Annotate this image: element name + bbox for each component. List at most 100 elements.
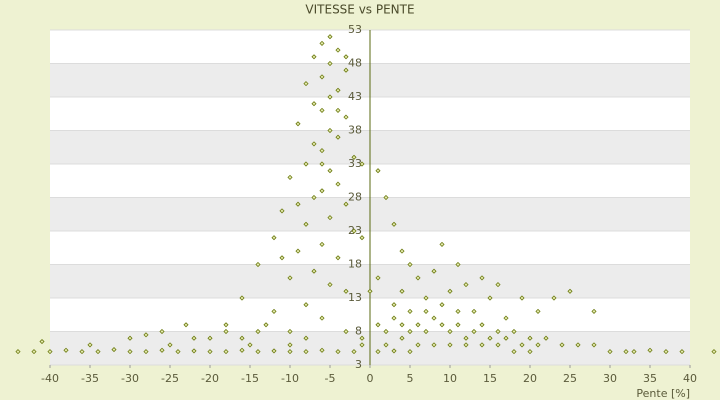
- point: [87, 342, 93, 348]
- point: [519, 295, 525, 301]
- point: [535, 308, 541, 314]
- point: [407, 328, 413, 335]
- point: [535, 342, 541, 348]
- point: [319, 347, 325, 353]
- x-tick-label: 20: [523, 372, 537, 385]
- point: [319, 241, 325, 247]
- point: [463, 342, 469, 348]
- point: [391, 315, 397, 321]
- point: [383, 194, 389, 201]
- point: [247, 342, 253, 348]
- point: [543, 335, 549, 341]
- point: [223, 349, 229, 355]
- point: [487, 295, 493, 301]
- point: [503, 315, 509, 321]
- point: [431, 268, 437, 274]
- point: [519, 342, 525, 348]
- point: [399, 248, 405, 254]
- point: [343, 54, 349, 60]
- point: [311, 141, 317, 147]
- point: [255, 261, 261, 268]
- point: [471, 308, 477, 314]
- x-tick-label: -10: [281, 372, 299, 385]
- y-tick-label: 53: [348, 23, 362, 36]
- point: [391, 348, 397, 354]
- point: [399, 335, 405, 341]
- point: [551, 295, 557, 301]
- point: [455, 322, 461, 328]
- point: [327, 34, 333, 40]
- point: [327, 282, 333, 288]
- point: [127, 335, 133, 341]
- point: [295, 201, 301, 207]
- point: [591, 308, 597, 314]
- point: [335, 107, 341, 113]
- point: [175, 349, 181, 355]
- point: [567, 288, 573, 294]
- point: [303, 335, 309, 341]
- point: [479, 342, 485, 348]
- y-tick-label: 48: [348, 57, 362, 70]
- point: [359, 335, 365, 341]
- point: [359, 342, 365, 348]
- x-tick-label: 25: [563, 372, 577, 385]
- point: [263, 322, 269, 328]
- point: [559, 342, 565, 348]
- point: [631, 349, 637, 355]
- point: [431, 315, 437, 321]
- point: [479, 275, 485, 281]
- point: [527, 349, 533, 355]
- point: [207, 335, 213, 341]
- point: [31, 349, 37, 355]
- point: [343, 328, 349, 335]
- point: [343, 114, 349, 120]
- point: [319, 315, 325, 321]
- point: [159, 347, 165, 353]
- point: [319, 148, 325, 154]
- point: [335, 181, 341, 187]
- point: [495, 342, 501, 348]
- point: [351, 349, 357, 355]
- point: [159, 328, 165, 335]
- point: [319, 74, 325, 80]
- point: [359, 161, 365, 167]
- point: [407, 349, 413, 355]
- point: [183, 322, 189, 328]
- point: [367, 288, 373, 294]
- point: [463, 282, 469, 288]
- point: [391, 221, 397, 227]
- point: [223, 322, 229, 328]
- point: [415, 322, 421, 328]
- point: [143, 349, 149, 355]
- point: [351, 228, 357, 234]
- point: [375, 275, 381, 281]
- point: [287, 328, 293, 335]
- point: [239, 347, 245, 353]
- x-tick-label: 10: [443, 372, 457, 385]
- x-tick-label: -25: [161, 372, 179, 385]
- point: [455, 261, 461, 268]
- point: [359, 235, 365, 241]
- point: [399, 288, 405, 294]
- point: [47, 349, 53, 355]
- point: [327, 168, 333, 174]
- x-tick-label: 5: [407, 372, 414, 385]
- point: [63, 347, 69, 353]
- y-tick-label: 43: [348, 90, 362, 103]
- point: [303, 161, 309, 167]
- point: [423, 308, 429, 314]
- point: [327, 215, 333, 221]
- point: [335, 47, 341, 53]
- point: [303, 221, 309, 227]
- point: [607, 349, 613, 355]
- point: [423, 295, 429, 301]
- point: [407, 261, 413, 268]
- point: [143, 332, 149, 338]
- point: [431, 342, 437, 348]
- x-tick-label: -20: [201, 372, 219, 385]
- point: [375, 322, 381, 328]
- point: [167, 342, 173, 348]
- point: [279, 255, 285, 261]
- x-tick-label: 15: [483, 372, 497, 385]
